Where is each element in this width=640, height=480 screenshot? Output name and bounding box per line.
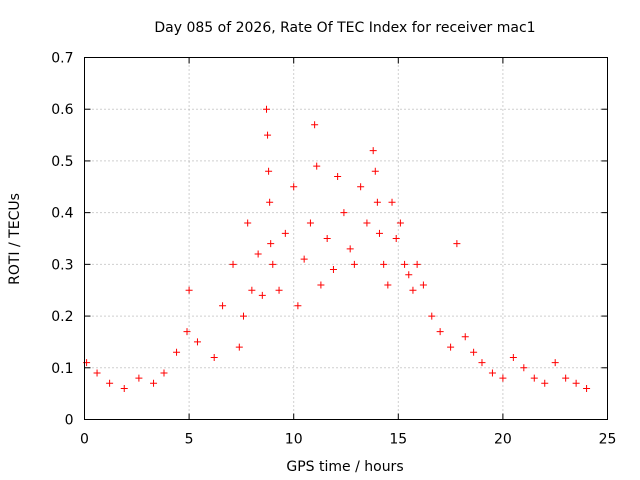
y-tick-label: 0.5 bbox=[51, 154, 73, 170]
chart-title: Day 085 of 2026, Rate Of TEC Index for r… bbox=[154, 20, 535, 36]
data-point bbox=[357, 183, 365, 191]
data-point bbox=[219, 302, 227, 310]
data-point bbox=[409, 286, 417, 294]
data-point bbox=[135, 374, 143, 382]
data-point bbox=[396, 219, 404, 227]
data-point bbox=[294, 302, 302, 310]
data-point bbox=[583, 384, 591, 392]
data-point bbox=[375, 229, 383, 237]
x-tick-label: 10 bbox=[285, 432, 303, 448]
data-point bbox=[428, 312, 436, 320]
data-point bbox=[160, 369, 168, 377]
data-point bbox=[350, 260, 358, 268]
grid-layer bbox=[84, 57, 608, 420]
data-point bbox=[93, 369, 101, 377]
data-point bbox=[193, 338, 201, 346]
plot-frame bbox=[84, 57, 608, 420]
data-point bbox=[264, 131, 272, 139]
data-point bbox=[436, 328, 444, 336]
data-point bbox=[275, 286, 283, 294]
x-axis-label: GPS time / hours bbox=[286, 459, 403, 475]
data-point bbox=[317, 281, 325, 289]
data-point bbox=[461, 333, 469, 341]
data-point bbox=[384, 281, 392, 289]
data-point bbox=[269, 260, 277, 268]
data-point bbox=[265, 167, 273, 175]
data-point bbox=[340, 209, 348, 217]
data-point bbox=[373, 198, 381, 206]
data-point bbox=[300, 255, 308, 263]
data-point bbox=[266, 198, 274, 206]
y-tick-label: 0.1 bbox=[51, 361, 73, 377]
data-point bbox=[150, 379, 158, 387]
x-tick-label: 20 bbox=[494, 432, 512, 448]
data-point bbox=[254, 250, 262, 258]
data-point bbox=[334, 172, 342, 180]
data-point bbox=[281, 229, 289, 237]
data-point bbox=[263, 105, 271, 113]
data-point bbox=[323, 235, 331, 242]
data-point bbox=[541, 379, 549, 387]
data-point bbox=[509, 353, 517, 361]
data-point bbox=[551, 359, 559, 367]
data-point bbox=[258, 291, 266, 299]
data-point bbox=[419, 281, 427, 289]
data-point bbox=[499, 374, 507, 382]
data-point bbox=[392, 235, 400, 242]
data-point bbox=[120, 384, 128, 392]
x-tick-labels: 0 5 10 15 20 25 bbox=[80, 432, 616, 448]
data-point bbox=[346, 245, 354, 253]
y-tick-label: 0.6 bbox=[51, 102, 73, 118]
data-point bbox=[311, 121, 319, 129]
data-point bbox=[363, 219, 371, 227]
data-point bbox=[478, 359, 486, 367]
data-point bbox=[413, 260, 421, 268]
data-point bbox=[488, 369, 496, 377]
y-axis-label: ROTI / TECUs bbox=[7, 193, 23, 285]
data-point bbox=[453, 240, 461, 248]
data-point bbox=[244, 219, 252, 227]
data-point bbox=[239, 312, 247, 320]
x-tick-label: 5 bbox=[185, 432, 194, 448]
data-point bbox=[447, 343, 455, 351]
y-tick-label: 0.2 bbox=[51, 309, 73, 325]
x-tick-label: 25 bbox=[599, 432, 617, 448]
data-point bbox=[562, 374, 570, 382]
data-point bbox=[369, 147, 377, 155]
data-point bbox=[183, 328, 191, 336]
data-point bbox=[572, 379, 580, 387]
data-points bbox=[83, 105, 591, 392]
ticks-layer bbox=[84, 57, 608, 420]
data-point bbox=[530, 374, 538, 382]
y-tick-label: 0.7 bbox=[51, 51, 73, 67]
y-tick-labels: 0 0.1 0.2 0.3 0.4 0.5 0.6 0.7 bbox=[51, 51, 73, 429]
y-tick-label: 0.4 bbox=[51, 206, 73, 222]
data-point bbox=[290, 183, 298, 191]
x-tick-label: 15 bbox=[389, 432, 407, 448]
data-point bbox=[401, 260, 409, 268]
data-point bbox=[248, 286, 256, 294]
data-point bbox=[185, 286, 193, 294]
data-point bbox=[173, 348, 181, 356]
data-point bbox=[329, 266, 337, 274]
data-point bbox=[313, 162, 321, 170]
data-point bbox=[229, 260, 237, 268]
data-point bbox=[520, 364, 528, 372]
data-point bbox=[470, 348, 478, 356]
x-tick-label: 0 bbox=[80, 432, 89, 448]
data-point bbox=[380, 260, 388, 268]
data-point bbox=[210, 353, 218, 361]
data-point bbox=[371, 167, 379, 175]
data-point bbox=[267, 240, 275, 248]
y-tick-label: 0 bbox=[65, 413, 74, 429]
data-point bbox=[106, 379, 114, 387]
data-point bbox=[306, 219, 314, 227]
data-point bbox=[235, 343, 243, 351]
data-point bbox=[388, 198, 396, 206]
y-tick-label: 0.3 bbox=[51, 257, 73, 273]
data-point bbox=[405, 271, 413, 279]
